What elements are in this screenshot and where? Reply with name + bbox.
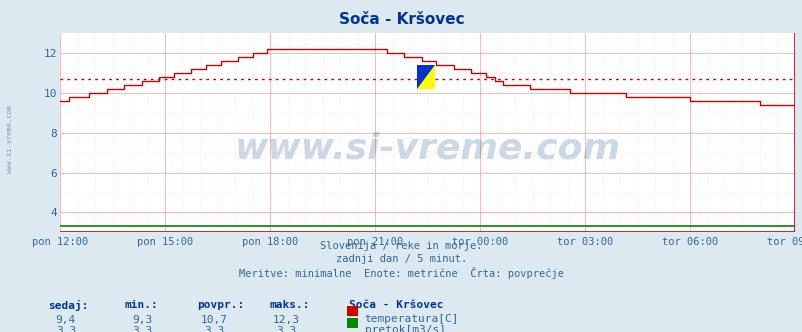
Text: 3,3: 3,3 [204,326,225,332]
Text: 3,3: 3,3 [55,326,76,332]
Text: Meritve: minimalne  Enote: metrične  Črta: povprečje: Meritve: minimalne Enote: metrične Črta:… [239,267,563,279]
Text: temperatura[C]: temperatura[C] [364,314,459,324]
Text: www.si-vreme.com: www.si-vreme.com [6,106,13,173]
Text: 10,7: 10,7 [200,315,228,325]
Text: pretok[m3/s]: pretok[m3/s] [364,325,445,332]
Text: 9,4: 9,4 [55,315,76,325]
Text: zadnji dan / 5 minut.: zadnji dan / 5 minut. [335,254,467,264]
Text: Soča - Kršovec: Soča - Kršovec [349,300,444,310]
Text: maks.:: maks.: [269,300,309,310]
Text: min.:: min.: [124,300,158,310]
Polygon shape [416,65,435,89]
Text: Soča - Kršovec: Soča - Kršovec [338,12,464,27]
Text: 3,3: 3,3 [132,326,152,332]
Text: 9,3: 9,3 [132,315,152,325]
Text: 3,3: 3,3 [276,326,297,332]
Text: www.si-vreme.com: www.si-vreme.com [234,132,620,166]
Text: 12,3: 12,3 [273,315,300,325]
Text: Slovenija / reke in morje.: Slovenija / reke in morje. [320,241,482,251]
Text: sedaj:: sedaj: [48,300,88,311]
Text: povpr.:: povpr.: [196,300,244,310]
Polygon shape [416,65,435,89]
